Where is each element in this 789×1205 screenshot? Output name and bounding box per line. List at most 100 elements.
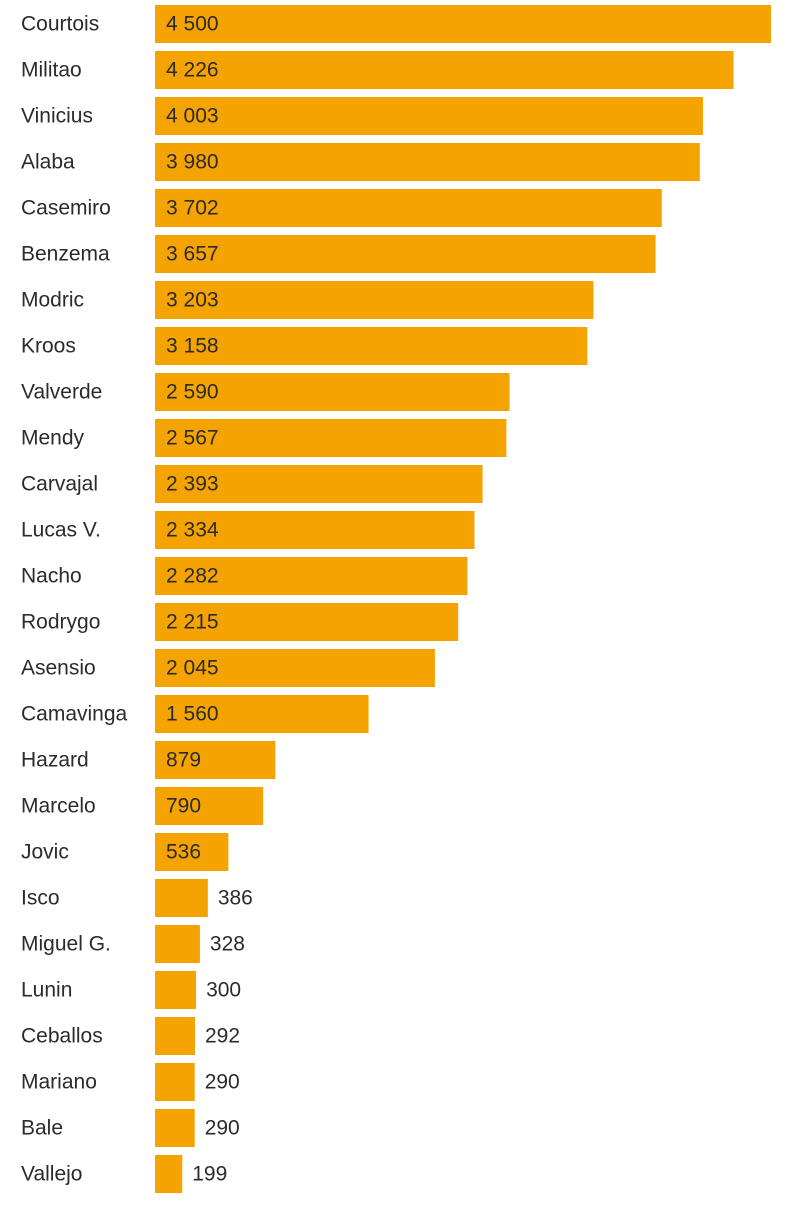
category-label: Nacho bbox=[21, 565, 82, 588]
category-label: Mariano bbox=[21, 1071, 97, 1094]
category-label: Modric bbox=[21, 289, 84, 312]
category-label: Hazard bbox=[21, 749, 89, 772]
category-label: Benzema bbox=[21, 243, 110, 266]
data-label: 3 158 bbox=[166, 335, 219, 358]
category-label: Valverde bbox=[21, 381, 102, 404]
data-label: 2 393 bbox=[166, 473, 219, 496]
bar bbox=[155, 879, 208, 917]
bar-row: Carvajal 2 393 bbox=[21, 465, 483, 503]
data-label: 292 bbox=[205, 1025, 240, 1048]
data-label: 536 bbox=[166, 841, 201, 864]
bar-row: Hazard 879 bbox=[21, 741, 276, 779]
category-label: Casemiro bbox=[21, 197, 111, 220]
bar bbox=[155, 695, 369, 733]
bar bbox=[155, 1155, 183, 1193]
data-label: 290 bbox=[205, 1071, 240, 1094]
bar-row: Kroos 3 158 bbox=[21, 327, 588, 365]
bar bbox=[155, 511, 475, 549]
bar bbox=[155, 1017, 195, 1055]
data-label: 4 003 bbox=[166, 105, 219, 128]
bar bbox=[155, 925, 200, 963]
data-label: 4 500 bbox=[166, 13, 219, 36]
bar-row: Lunin 300 bbox=[21, 971, 241, 1009]
category-label: Lunin bbox=[21, 979, 72, 1002]
bar-row: Jovic 536 bbox=[21, 833, 229, 871]
data-label: 879 bbox=[166, 749, 201, 772]
data-label: 2 590 bbox=[166, 381, 219, 404]
bar bbox=[155, 1109, 195, 1147]
bar bbox=[155, 143, 700, 181]
bar-row: Valverde 2 590 bbox=[21, 373, 510, 411]
data-label: 2 567 bbox=[166, 427, 219, 450]
category-label: Isco bbox=[21, 887, 60, 910]
data-label: 3 702 bbox=[166, 197, 219, 220]
data-label: 3 657 bbox=[166, 243, 219, 266]
bar-row: Modric 3 203 bbox=[21, 281, 594, 319]
bar bbox=[155, 787, 264, 825]
bar-row: Benzema 3 657 bbox=[21, 235, 656, 273]
bar bbox=[155, 1063, 195, 1101]
data-label: 2 334 bbox=[166, 519, 219, 542]
category-label: Courtois bbox=[21, 13, 99, 36]
bar bbox=[155, 373, 510, 411]
bar bbox=[155, 281, 594, 319]
category-label: Vinicius bbox=[21, 105, 93, 128]
bar-row: Casemiro 3 702 bbox=[21, 189, 662, 227]
bar-row: Isco 386 bbox=[21, 879, 253, 917]
bar-row: Alaba 3 980 bbox=[21, 143, 700, 181]
category-label: Militao bbox=[21, 59, 82, 82]
bar-row: Vallejo 199 bbox=[21, 1155, 227, 1193]
bar bbox=[155, 51, 734, 89]
bar bbox=[155, 557, 468, 595]
bar bbox=[155, 603, 459, 641]
bar bbox=[155, 235, 656, 273]
bar-row: Mariano 290 bbox=[21, 1063, 240, 1101]
bar-row: Courtois 4 500 bbox=[21, 5, 771, 43]
bar-row: Asensio 2 045 bbox=[21, 649, 435, 687]
category-label: Marcelo bbox=[21, 795, 96, 818]
bar-row: Marcelo 790 bbox=[21, 787, 264, 825]
data-label: 2 215 bbox=[166, 611, 219, 634]
bar-row: Vinicius 4 003 bbox=[21, 97, 703, 135]
category-label: Bale bbox=[21, 1117, 63, 1140]
data-label: 386 bbox=[218, 887, 253, 910]
bar bbox=[155, 189, 662, 227]
bar-row: Ceballos 292 bbox=[21, 1017, 240, 1055]
category-label: Lucas V. bbox=[21, 519, 101, 542]
data-label: 2 045 bbox=[166, 657, 219, 680]
bar-row: Miguel G. 328 bbox=[21, 925, 245, 963]
data-label: 199 bbox=[192, 1163, 227, 1186]
category-label: Carvajal bbox=[21, 473, 98, 496]
category-label: Asensio bbox=[21, 657, 96, 680]
data-label: 4 226 bbox=[166, 59, 219, 82]
data-label: 3 203 bbox=[166, 289, 219, 312]
bar bbox=[155, 327, 588, 365]
category-label: Kroos bbox=[21, 335, 76, 358]
category-label: Rodrygo bbox=[21, 611, 100, 634]
data-label: 328 bbox=[210, 933, 245, 956]
data-label: 790 bbox=[166, 795, 201, 818]
data-label: 3 980 bbox=[166, 151, 219, 174]
bar bbox=[155, 97, 703, 135]
bar bbox=[155, 833, 229, 871]
category-label: Alaba bbox=[21, 151, 75, 174]
bar bbox=[155, 465, 483, 503]
bar bbox=[155, 649, 435, 687]
data-label: 1 560 bbox=[166, 703, 219, 726]
bar-row: Lucas V. 2 334 bbox=[21, 511, 475, 549]
bar bbox=[155, 971, 197, 1009]
data-label: 2 282 bbox=[166, 565, 219, 588]
bar-row: Mendy 2 567 bbox=[21, 419, 507, 457]
bar-row: Rodrygo 2 215 bbox=[21, 603, 459, 641]
bar bbox=[155, 419, 507, 457]
bar-row: Bale 290 bbox=[21, 1109, 240, 1147]
category-label: Ceballos bbox=[21, 1025, 103, 1048]
data-label: 290 bbox=[205, 1117, 240, 1140]
category-label: Miguel G. bbox=[21, 933, 111, 956]
bar-row: Nacho 2 282 bbox=[21, 557, 468, 595]
bar bbox=[155, 5, 771, 43]
category-label: Jovic bbox=[21, 841, 69, 864]
category-label: Camavinga bbox=[21, 703, 128, 726]
